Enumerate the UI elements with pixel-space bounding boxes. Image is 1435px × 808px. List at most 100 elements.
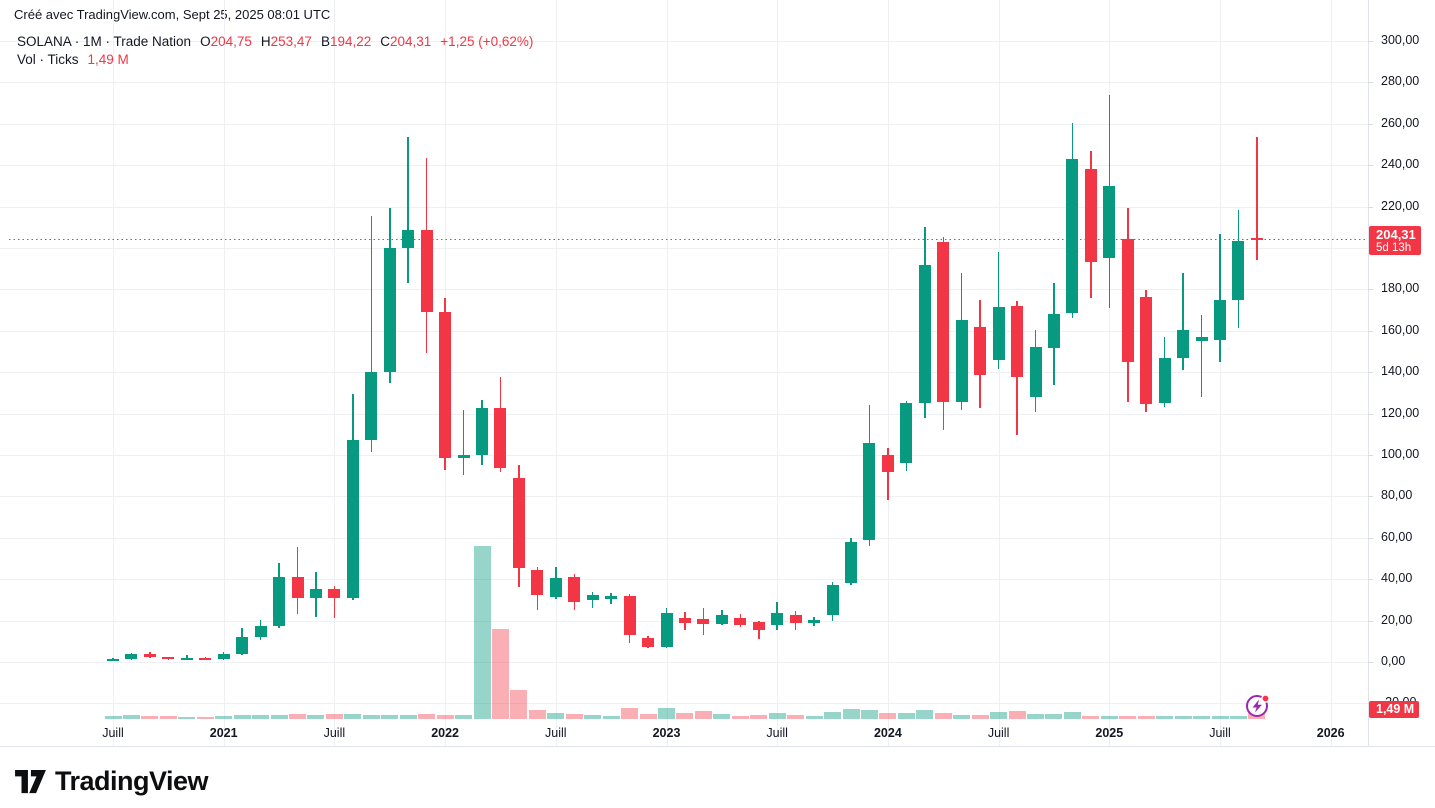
- low-label: B: [320, 34, 330, 49]
- candle-body: [623, 595, 636, 636]
- horizontal-gridline: [0, 537, 1368, 539]
- volume-bar: [270, 714, 288, 719]
- time-tick-label: 2023: [652, 726, 681, 740]
- volume-bar: [473, 545, 491, 719]
- candle-body: [457, 454, 470, 458]
- candle-body: [974, 327, 987, 376]
- volume-bar: [289, 714, 306, 719]
- vertical-gridline: [998, 0, 1000, 746]
- vertical-gridline: [666, 0, 668, 746]
- legend-volume-row: Vol · Ticks 1,49 M: [17, 51, 533, 69]
- price-tick-label: 80,00: [1381, 488, 1413, 503]
- volume-bar: [658, 707, 675, 719]
- horizontal-gridline: [0, 123, 1368, 125]
- candle-wick: [186, 654, 188, 661]
- change-value: +1,25 (+0,62%): [440, 34, 534, 49]
- horizontal-gridline: [0, 41, 1368, 42]
- price-tick-mark: [1368, 206, 1373, 208]
- candle-body: [254, 625, 267, 637]
- last-price-badge: 204,31 5d 13h: [1369, 226, 1421, 255]
- volume-bar: [196, 716, 214, 719]
- stream-lightning-icon[interactable]: [1244, 692, 1271, 724]
- candle-body: [1177, 329, 1190, 358]
- candle-wick: [1256, 137, 1258, 260]
- time-tick-label: Juill: [766, 726, 788, 740]
- time-axis-border: [0, 746, 1435, 747]
- alert-dot: [1261, 694, 1270, 703]
- price-tick-label: 20,00: [1381, 612, 1413, 627]
- bar-countdown: 5d 13h: [1376, 242, 1412, 254]
- candle-body: [383, 248, 396, 372]
- candle-body: [273, 576, 286, 626]
- volume-bar: [233, 715, 251, 719]
- volume-bar: [104, 716, 122, 719]
- chart-legend: SOLANA · 1M · Trade Nation O204,75 H253,47…: [17, 33, 533, 69]
- horizontal-gridline: [0, 372, 1368, 374]
- candle-body: [291, 576, 304, 599]
- vertical-gridline: [334, 0, 336, 746]
- horizontal-gridline: [0, 82, 1368, 84]
- tradingview-logo[interactable]: TradingView: [15, 766, 209, 797]
- high-label: H: [260, 34, 271, 49]
- time-tick-label: 2022: [431, 726, 459, 740]
- time-tick-label: Juill: [545, 726, 567, 740]
- volume-bar: [491, 629, 509, 719]
- volume-bar: [1027, 713, 1044, 719]
- close-label: C: [380, 34, 390, 49]
- price-tick-label: 0,00: [1381, 654, 1406, 668]
- horizontal-gridline: [0, 455, 1368, 456]
- volume-bar: [1174, 716, 1192, 719]
- candle-wick: [758, 620, 760, 640]
- volume-bar: [122, 715, 140, 719]
- volume-bar: [178, 716, 196, 719]
- vertical-gridline: [1109, 0, 1111, 746]
- volume-value: 1,49 M: [87, 52, 129, 67]
- volume-bar: [565, 714, 583, 719]
- horizontal-gridline: [0, 703, 1368, 705]
- legend-ohlc-row: SOLANA · 1M · Trade Nation O204,75 H253,47…: [17, 33, 533, 51]
- candle-body: [734, 617, 747, 625]
- price-tick-label: 300,00: [1381, 33, 1420, 47]
- volume-bar: [713, 714, 731, 719]
- volume-bar: [676, 713, 694, 719]
- price-tick-label: 240,00: [1381, 157, 1420, 172]
- attribution-text: Créé avec TradingView.com, Sept 25, 2025…: [14, 7, 331, 22]
- candle-body: [900, 403, 913, 464]
- price-tick-mark: [1368, 82, 1373, 84]
- candle-wick: [1182, 273, 1184, 371]
- candle-body: [881, 455, 894, 472]
- vertical-gridline: [887, 0, 889, 746]
- volume-bar: [768, 712, 786, 719]
- volume-bar: [252, 715, 270, 719]
- candle-body: [549, 577, 562, 597]
- horizontal-gridline: [0, 496, 1368, 498]
- candle-body: [937, 241, 950, 402]
- volume-bar: [547, 712, 565, 719]
- candle-body: [918, 264, 931, 404]
- volume-bar: [602, 716, 620, 719]
- tradingview-logo-mark: [15, 769, 46, 793]
- candle-body: [346, 440, 359, 598]
- symbol-title[interactable]: SOLANA · 1M · Trade Nation: [17, 34, 192, 49]
- vertical-gridline: [555, 0, 557, 746]
- candle-body: [826, 584, 839, 615]
- price-tick-mark: [1368, 123, 1373, 125]
- candle-body: [1103, 185, 1116, 258]
- candle-body: [476, 408, 488, 455]
- candle-wick: [887, 447, 889, 500]
- candle-body: [180, 658, 193, 660]
- candle-body: [605, 595, 618, 600]
- price-tick-mark: [1368, 537, 1373, 539]
- candle-body: [845, 541, 857, 583]
- candle-body: [586, 595, 599, 601]
- candle-body: [217, 653, 230, 660]
- volume-bar: [1008, 710, 1026, 719]
- candle-wick: [407, 137, 409, 283]
- candle-body: [309, 588, 322, 599]
- horizontal-gridline: [0, 413, 1368, 415]
- candle-body: [162, 657, 175, 660]
- volume-bar: [381, 715, 399, 719]
- volume-bar: [971, 715, 989, 719]
- volume-bar: [842, 708, 860, 719]
